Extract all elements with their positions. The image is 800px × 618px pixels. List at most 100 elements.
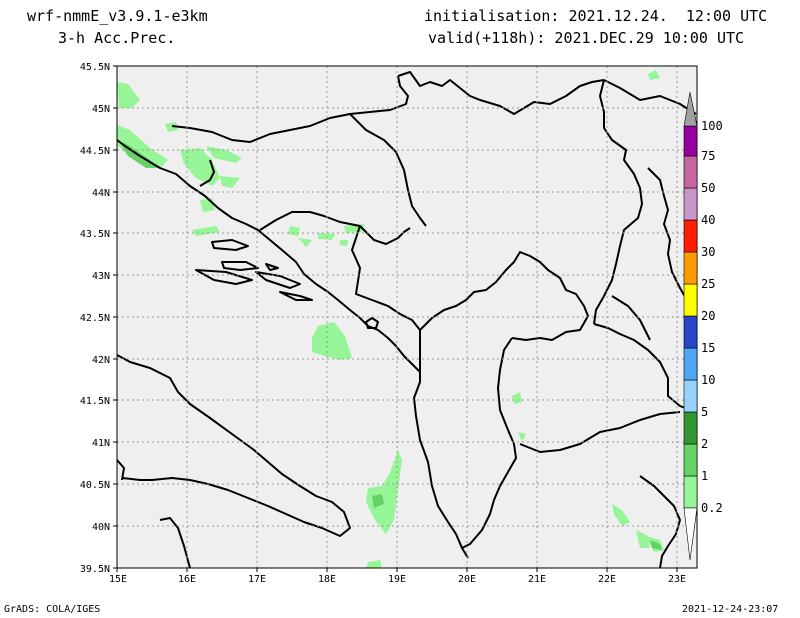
colorbar-label: 50 [701, 181, 715, 195]
lat-label: 42.5N [80, 313, 110, 324]
model-name: wrf-nmmE_v3.9.1-e3km [27, 7, 208, 25]
bulgaria-border [603, 79, 697, 115]
lat-label: 41N [92, 438, 110, 449]
lat-label: 40.5N [80, 480, 110, 491]
lat-label: 45.5N [80, 62, 110, 73]
calabria-coast [159, 517, 191, 569]
precip-patch [298, 238, 312, 247]
island-lastovo [265, 263, 279, 271]
colorbar [683, 91, 698, 561]
colorbar-label: 5 [701, 405, 708, 419]
island-mljet [279, 291, 313, 301]
lat-label: 41.5N [80, 396, 110, 407]
lon-label: 18E [318, 574, 336, 585]
colorbar-label: 15 [701, 341, 715, 355]
lat-label: 43.5N [80, 229, 110, 240]
precip-patch [648, 70, 660, 80]
precip-patch [180, 148, 220, 186]
grads-credit: GrADS: COLA/IGES [4, 604, 101, 615]
precip-patch [340, 240, 348, 246]
colorbar-swatch [683, 347, 698, 381]
serbia-border-north [397, 71, 605, 115]
island-hvar [195, 269, 253, 285]
precip-patch [366, 450, 402, 534]
colorbar-label: 100 [701, 119, 723, 133]
precip-patch [366, 560, 382, 568]
colorbar-swatch [683, 411, 698, 445]
lat-label: 44N [92, 188, 110, 199]
lat-label: 42N [92, 355, 110, 366]
render-timestamp: 2021-12-24-23:07 [682, 604, 779, 615]
colorbar-swatch [683, 475, 698, 509]
precip-patch [650, 540, 662, 550]
lat-label: 39.5N [80, 564, 110, 575]
lon-label: 17E [248, 574, 266, 585]
lon-label: 22E [598, 574, 616, 585]
colorbar-label: 75 [701, 149, 715, 163]
island-krk [211, 239, 249, 251]
precip-patch [636, 530, 650, 548]
lon-label: 20E [458, 574, 476, 585]
serbia-east-border [593, 79, 643, 325]
colorbar-label: 20 [701, 309, 715, 323]
precip-patch [206, 146, 242, 163]
colorbar-label: 2 [701, 437, 708, 451]
precip-patch [117, 125, 168, 168]
bosnia-east-border [349, 113, 427, 227]
bosnia-border [171, 75, 409, 143]
greece-coast [639, 475, 681, 569]
bosnia-south-border [259, 211, 411, 245]
precip-patch [612, 504, 630, 526]
colorbar-swatch [683, 125, 698, 157]
precip-patches [117, 70, 664, 568]
island-korcula [255, 271, 301, 289]
colorbar-labels: 0.2 1 2 5 10 15 20 25 30 40 50 75 100 [701, 119, 723, 515]
precip-patch [512, 392, 522, 404]
precip-patch [117, 82, 140, 108]
lat-label: 43N [92, 271, 110, 282]
albania-north-border [419, 299, 467, 331]
colorbar-label: 25 [701, 277, 715, 291]
initialisation-time: initialisation: 2021.12.24. 12:00 UTC [424, 7, 768, 25]
tick-marks [113, 65, 678, 572]
lat-label: 40N [92, 522, 110, 533]
lon-label: 23E [668, 574, 686, 585]
tick [116, 568, 678, 572]
lon-label: 19E [388, 574, 406, 585]
lon-label: 15E [109, 574, 127, 585]
precip-patch [220, 176, 240, 188]
lon-label: 16E [178, 574, 196, 585]
precip-patch [518, 432, 526, 442]
bosnia-inner-border [199, 159, 215, 187]
montenegro-border [351, 225, 421, 372]
colorbar-top-arrow [683, 91, 698, 127]
precip-patch [312, 322, 352, 360]
island-brac [221, 261, 259, 271]
macedonia-south-border [519, 411, 681, 453]
sicily-coast [116, 459, 125, 481]
coastlines-borders [116, 71, 697, 569]
precip-patch [165, 122, 178, 132]
lat-label: 44.5N [80, 146, 110, 157]
tick [113, 65, 117, 569]
albania-coast [413, 372, 469, 559]
colorbar-label: 30 [701, 245, 715, 259]
precip-patch [372, 494, 384, 508]
colorbar-swatch [683, 251, 698, 285]
colorbar-swatch [683, 283, 698, 317]
lon-label: 21E [528, 574, 546, 585]
lat-label: 45N [92, 104, 110, 115]
colorbar-label: 0.2 [701, 501, 723, 515]
greece-north-border [611, 295, 651, 341]
lat-labels: 45.5N 45N 44.5N 44N 43.5N 43N 42.5N 42N … [80, 62, 110, 575]
colorbar-swatch [683, 219, 698, 253]
bulgaria-south-border [647, 167, 697, 313]
graticule [117, 66, 697, 568]
valid-time: valid(+118h): 2021.DEC.29 10:00 UTC [428, 29, 745, 47]
lon-labels: 15E 16E 17E 18E 19E 20E 21E 22E 23E [109, 574, 686, 585]
kosovo-border [465, 251, 589, 341]
italy-coast [116, 354, 351, 537]
colorbar-bottom-arrow [683, 507, 698, 561]
colorbar-swatch [683, 187, 698, 221]
colorbar-swatch [683, 443, 698, 477]
